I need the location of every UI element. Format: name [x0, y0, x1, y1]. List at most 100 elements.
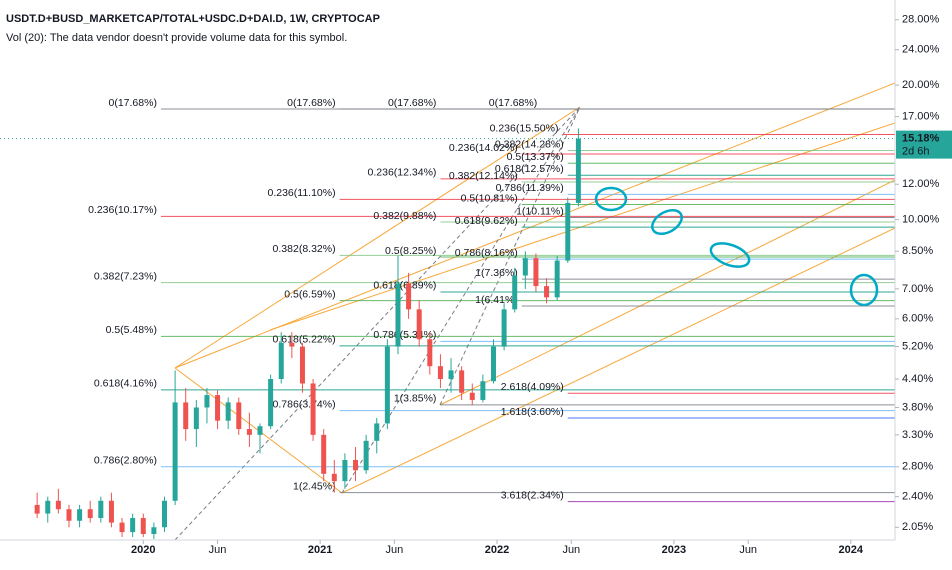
fib-level-label: 1(7.36%): [475, 267, 518, 279]
candle-body: [268, 379, 274, 427]
dashed-line: [174, 106, 581, 541]
y-tick-label: 3.30%: [902, 429, 933, 441]
candle-body: [501, 309, 507, 347]
y-tick-label: 3.80%: [902, 401, 933, 413]
pitchfork-line: [341, 227, 896, 494]
fib-level-label: 0.236(10.17%): [88, 204, 157, 216]
fib-level-label: 0(17.68%): [388, 97, 436, 109]
fib-level-label: 3.618(2.34%): [501, 489, 564, 501]
candle-body: [353, 459, 359, 471]
candle-body: [278, 342, 284, 380]
y-tick-label: 20.00%: [902, 79, 940, 91]
candle-body: [490, 346, 496, 382]
candle-body: [34, 504, 40, 514]
last-price-label: 15.18%: [902, 133, 940, 145]
candle-body: [310, 383, 316, 435]
fib-level-label: 0.5(13.37%): [507, 151, 564, 163]
candle-body: [225, 402, 231, 421]
candle-body: [427, 339, 433, 367]
y-tick-label: 17.00%: [902, 111, 940, 123]
candle-body: [299, 346, 305, 384]
fib-level-label: 0(17.68%): [489, 97, 537, 109]
candle-body: [140, 518, 146, 535]
x-tick-label: Jun: [386, 544, 404, 556]
fib-level-label: 0.236(14.02%): [449, 142, 518, 154]
candle-body: [374, 423, 380, 441]
fib-level-label: 0.786(2.80%): [94, 455, 157, 467]
fib-level-label: 0.5(6.59%): [284, 288, 335, 300]
candle-body: [55, 500, 61, 510]
candle-body: [204, 395, 210, 408]
candle-body: [469, 392, 475, 400]
candle-body: [565, 202, 571, 261]
fib-level-label: 0.382(12.14%): [449, 170, 518, 182]
pitchfork-line: [439, 179, 896, 406]
x-tick-label: 2021: [308, 544, 332, 556]
candle-body: [77, 509, 83, 521]
circle-drawing: [709, 242, 751, 268]
y-tick-label: 12.00%: [902, 178, 940, 190]
x-tick-label: 2023: [662, 544, 686, 556]
y-tick-label: 2.40%: [902, 491, 933, 503]
fib-level-label: 0.5(5.48%): [106, 324, 157, 336]
candle-body: [130, 518, 136, 533]
circle-drawing: [849, 273, 879, 307]
candle-body: [437, 366, 443, 380]
y-tick-label: 5.20%: [902, 340, 933, 352]
candle-body: [459, 370, 465, 393]
candle-body: [416, 309, 422, 340]
chart-subtitle: Vol (20): The data vendor doesn't provid…: [6, 32, 347, 44]
y-tick-label: 6.00%: [902, 313, 933, 325]
y-tick-label: 8.50%: [902, 245, 933, 257]
pitchfork-line: [269, 122, 896, 331]
fib-level-label: 0.786(11.39%): [496, 182, 564, 194]
candle-body: [119, 522, 125, 533]
y-tick-label: 2.05%: [902, 521, 933, 533]
candle-body: [363, 440, 369, 471]
candle-body: [448, 370, 454, 380]
last-price-countdown: 2d 6h: [902, 146, 930, 158]
y-tick-label: 10.00%: [902, 214, 940, 226]
fib-level-label: 0.618(6.89%): [373, 280, 436, 292]
candle-body: [215, 395, 221, 421]
candle-body: [193, 407, 199, 430]
dashed-line: [341, 106, 581, 494]
x-tick-label: Jun: [739, 544, 757, 556]
trend-lines: [174, 106, 581, 541]
candle-body: [87, 509, 93, 519]
fib-level-label: 2.618(4.09%): [501, 381, 564, 393]
fib-level-label: 0.786(5.34%): [373, 329, 436, 341]
candle-body: [151, 527, 157, 535]
candle-body: [183, 402, 189, 430]
x-tick-label: 2020: [131, 544, 155, 556]
fib-level-label: 1(10.11%): [516, 205, 564, 217]
fib-level-label: 0.5(8.25%): [385, 245, 436, 257]
fib-level-label: 0.382(9.88%): [373, 210, 436, 222]
plot-area: 0(17.68%) 0(17.68%) 0(17.68%) 0(17.68%) 0.23…: [34, 97, 895, 539]
fib-level-label: 0.236(12.34%): [368, 167, 437, 179]
candle-body: [66, 509, 72, 521]
candle-body: [544, 286, 550, 298]
candle-body: [384, 346, 390, 424]
y-tick-label: 4.40%: [902, 373, 933, 385]
fib-level-label: 1(6.41%): [475, 294, 518, 306]
fib-level-label: 0.236(15.50%): [490, 122, 559, 134]
candle-body: [321, 434, 327, 474]
fib-level-label: 0.382(14.28%): [495, 138, 564, 150]
drawings: [594, 186, 879, 307]
fib-level-label: 1(2.45%): [293, 480, 336, 492]
fib-level-label: 0(17.68%): [109, 97, 157, 109]
fib-level-label: 0.236(11.10%): [267, 187, 335, 199]
candle-body: [161, 500, 167, 528]
pitchfork-line: [174, 82, 896, 369]
candle-body: [331, 473, 337, 482]
candle-body: [98, 500, 104, 519]
fib-level-label: 0.618(4.16%): [94, 378, 157, 390]
fib-level-label: 0.5(10.81%): [461, 192, 518, 204]
candle-body: [522, 258, 528, 276]
candle-body: [512, 275, 518, 310]
circle-drawing: [594, 186, 628, 212]
candle-body: [554, 260, 560, 298]
dashed-line: [439, 106, 581, 406]
